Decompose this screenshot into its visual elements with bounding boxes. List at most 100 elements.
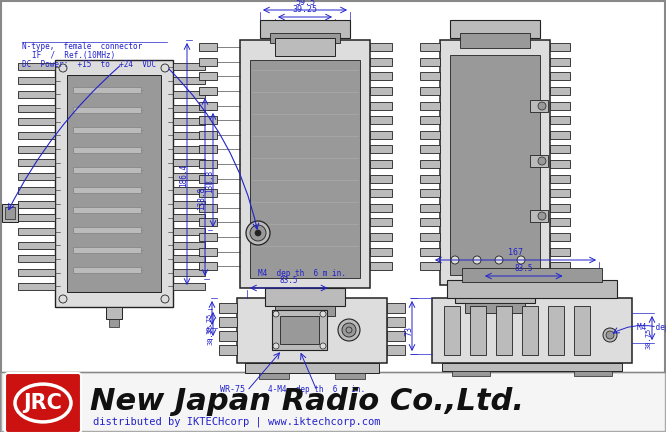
Circle shape — [59, 295, 67, 303]
Bar — [387, 331, 405, 341]
Bar — [199, 116, 217, 124]
Text: WR-75: WR-75 — [220, 385, 244, 394]
Text: 83.5: 83.5 — [515, 264, 533, 273]
Bar — [260, 20, 350, 38]
Circle shape — [538, 212, 546, 220]
Bar — [420, 262, 440, 270]
Text: 39.25: 39.25 — [292, 5, 318, 14]
Text: 167: 167 — [508, 248, 523, 257]
Bar — [199, 218, 217, 226]
Bar — [199, 160, 217, 168]
Bar — [530, 155, 548, 167]
Text: 30.75: 30.75 — [207, 313, 213, 334]
Bar — [550, 87, 570, 95]
Circle shape — [538, 102, 546, 110]
Bar — [548, 306, 564, 355]
Bar — [55, 60, 173, 307]
Bar — [470, 306, 486, 355]
Bar — [219, 331, 237, 341]
Text: 4-M4  dep th  6 m in.: 4-M4 dep th 6 m in. — [268, 385, 366, 394]
Bar — [275, 306, 335, 316]
Bar — [370, 58, 392, 66]
Circle shape — [338, 319, 360, 341]
Bar — [272, 310, 327, 350]
Bar — [432, 298, 632, 363]
Circle shape — [603, 328, 617, 342]
Bar — [370, 116, 392, 124]
Bar — [550, 204, 570, 212]
Bar — [18, 146, 55, 152]
Bar — [73, 147, 141, 153]
Bar — [420, 160, 440, 168]
Bar — [420, 116, 440, 124]
Bar — [452, 371, 490, 376]
Bar — [420, 102, 440, 110]
Ellipse shape — [15, 384, 71, 422]
Text: M4  dep th  6 m in.: M4 dep th 6 m in. — [258, 269, 346, 278]
Bar — [550, 58, 570, 66]
Bar — [73, 207, 141, 213]
Bar — [199, 73, 217, 80]
Bar — [199, 87, 217, 95]
Bar — [370, 218, 392, 226]
Circle shape — [250, 225, 266, 241]
Circle shape — [59, 64, 67, 72]
Text: 73: 73 — [404, 326, 414, 336]
Bar — [173, 269, 205, 276]
Bar — [420, 43, 440, 51]
Bar — [73, 187, 141, 193]
Bar — [387, 317, 405, 327]
Bar — [420, 233, 440, 241]
Bar — [199, 131, 217, 139]
Bar — [455, 285, 535, 303]
Bar — [199, 248, 217, 256]
Circle shape — [161, 295, 169, 303]
Bar — [240, 40, 370, 288]
Bar — [522, 306, 538, 355]
Bar — [173, 173, 205, 180]
Bar — [18, 159, 55, 166]
Bar — [18, 187, 55, 194]
Bar — [199, 102, 217, 110]
Bar — [370, 146, 392, 153]
Circle shape — [346, 327, 352, 333]
Bar — [199, 58, 217, 66]
Bar — [173, 242, 205, 249]
Bar — [462, 268, 602, 282]
Bar — [173, 77, 205, 84]
Bar — [444, 306, 460, 355]
Bar — [530, 100, 548, 112]
Bar — [450, 20, 540, 38]
Bar — [173, 118, 205, 125]
Bar — [550, 189, 570, 197]
Bar — [199, 233, 217, 241]
Text: DC  Power:  +15  to  +24  VDC: DC Power: +15 to +24 VDC — [22, 60, 156, 69]
Circle shape — [451, 256, 459, 264]
Bar — [550, 160, 570, 168]
Text: 138.8: 138.8 — [198, 187, 206, 210]
Bar — [447, 280, 617, 298]
Bar — [250, 60, 360, 278]
Bar — [173, 228, 205, 235]
Bar — [370, 87, 392, 95]
Bar — [420, 73, 440, 80]
Bar — [199, 189, 217, 197]
Bar — [420, 146, 440, 153]
Bar — [370, 189, 392, 197]
Bar — [574, 371, 612, 376]
Bar — [259, 373, 289, 379]
Bar — [442, 363, 622, 371]
Bar — [18, 255, 55, 263]
Bar — [73, 107, 141, 113]
Bar — [550, 131, 570, 139]
Bar — [5, 207, 15, 219]
Bar — [460, 33, 530, 48]
Bar — [550, 73, 570, 80]
Bar — [73, 247, 141, 253]
Bar — [370, 204, 392, 212]
Bar — [265, 288, 345, 306]
Bar — [199, 146, 217, 153]
Bar — [219, 317, 237, 327]
Circle shape — [255, 230, 261, 236]
Bar — [370, 233, 392, 241]
